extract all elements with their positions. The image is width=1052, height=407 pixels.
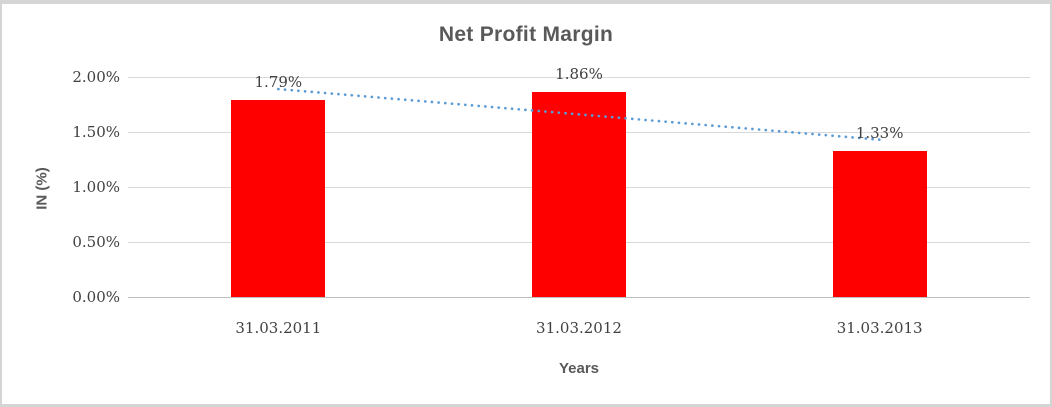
y-tick-label: 2.00% — [72, 68, 120, 86]
x-axis-line — [128, 297, 1030, 298]
bar-31.03.2011[interactable] — [231, 100, 326, 297]
y-tick-label: 0.50% — [72, 233, 120, 251]
y-tick-label: 1.50% — [72, 123, 120, 141]
x-category-label: 31.03.2013 — [836, 319, 923, 337]
y-tick-label: 1.00% — [72, 178, 120, 196]
data-label: 1.79% — [254, 73, 303, 92]
chart-title[interactable]: Net Profit Margin — [438, 23, 614, 46]
data-label: 1.33% — [855, 123, 904, 142]
x-axis-title[interactable]: Years — [558, 360, 600, 377]
data-label: 1.86% — [555, 65, 603, 84]
x-category-label: 31.03.2011 — [235, 319, 322, 337]
gridline — [128, 77, 1030, 78]
bar-31.03.2013[interactable] — [832, 150, 927, 297]
y-tick-label: 0.00% — [72, 288, 120, 306]
x-category-label: 31.03.2012 — [536, 319, 622, 337]
bar-31.03.2012[interactable] — [532, 92, 626, 297]
